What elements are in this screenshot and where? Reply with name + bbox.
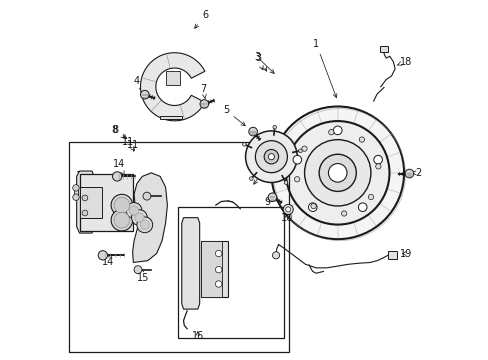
Text: 6: 6	[194, 10, 208, 28]
Circle shape	[264, 149, 278, 164]
Circle shape	[82, 210, 88, 216]
Text: 3: 3	[254, 52, 263, 70]
Text: 16: 16	[191, 331, 203, 341]
Circle shape	[215, 281, 222, 287]
Circle shape	[268, 154, 274, 160]
Circle shape	[298, 149, 302, 153]
Circle shape	[373, 156, 382, 164]
Polygon shape	[379, 45, 387, 51]
Text: 17: 17	[181, 275, 193, 292]
Circle shape	[98, 251, 107, 260]
Bar	[80, 187, 102, 218]
Text: 8: 8	[112, 125, 125, 138]
Bar	[201, 241, 228, 297]
Circle shape	[242, 143, 245, 146]
Circle shape	[137, 217, 152, 233]
Circle shape	[135, 213, 144, 222]
Text: 3: 3	[255, 53, 266, 71]
Text: 15: 15	[150, 179, 163, 194]
Circle shape	[142, 192, 151, 200]
Circle shape	[308, 203, 316, 211]
FancyBboxPatch shape	[80, 174, 133, 231]
Bar	[165, 71, 180, 85]
Text: 13: 13	[76, 171, 88, 185]
Polygon shape	[387, 251, 396, 259]
Polygon shape	[160, 116, 182, 119]
Circle shape	[111, 210, 132, 231]
Circle shape	[249, 177, 253, 180]
Circle shape	[73, 185, 79, 191]
Circle shape	[310, 203, 316, 209]
Circle shape	[140, 220, 149, 229]
Text: 11: 11	[127, 140, 139, 150]
Circle shape	[126, 203, 142, 219]
Circle shape	[285, 207, 290, 212]
Circle shape	[73, 194, 79, 201]
Bar	[201, 241, 222, 297]
Circle shape	[114, 197, 129, 213]
Polygon shape	[182, 218, 199, 309]
Circle shape	[341, 211, 346, 216]
Circle shape	[215, 266, 222, 273]
Bar	[178, 207, 284, 338]
Circle shape	[248, 127, 257, 136]
Circle shape	[358, 203, 366, 211]
Circle shape	[359, 137, 364, 142]
Circle shape	[283, 204, 293, 215]
Polygon shape	[77, 171, 94, 233]
Circle shape	[294, 177, 299, 182]
Text: 15: 15	[137, 269, 149, 283]
Circle shape	[304, 140, 370, 206]
Circle shape	[134, 266, 142, 274]
Circle shape	[112, 172, 122, 181]
Circle shape	[405, 169, 413, 178]
Bar	[69, 142, 289, 352]
Text: 14: 14	[102, 254, 114, 267]
Polygon shape	[132, 173, 167, 262]
Circle shape	[375, 164, 380, 169]
Circle shape	[267, 193, 276, 202]
Circle shape	[111, 194, 132, 216]
Circle shape	[292, 156, 301, 164]
Bar	[74, 189, 78, 195]
Circle shape	[284, 181, 287, 184]
Circle shape	[272, 125, 276, 129]
Circle shape	[333, 126, 341, 135]
Circle shape	[328, 163, 346, 182]
Text: 19: 19	[399, 248, 411, 258]
Text: 14: 14	[113, 159, 125, 175]
Circle shape	[131, 210, 147, 226]
Circle shape	[301, 146, 306, 151]
Circle shape	[255, 141, 287, 173]
Text: 7: 7	[200, 84, 206, 99]
Text: 9: 9	[264, 197, 270, 207]
Circle shape	[245, 131, 297, 183]
Circle shape	[328, 130, 333, 135]
Text: 4: 4	[134, 76, 143, 91]
Text: 5: 5	[222, 105, 245, 126]
Text: 12: 12	[82, 195, 95, 210]
Circle shape	[319, 154, 356, 192]
Circle shape	[200, 100, 208, 108]
Circle shape	[271, 107, 403, 239]
Text: 8: 8	[111, 125, 126, 139]
Text: 10: 10	[280, 213, 292, 222]
Polygon shape	[140, 53, 204, 121]
Circle shape	[140, 90, 149, 99]
Text: 2: 2	[411, 168, 421, 178]
Circle shape	[129, 206, 139, 215]
Circle shape	[367, 194, 373, 200]
Text: 11: 11	[122, 138, 134, 150]
Circle shape	[272, 252, 279, 259]
Circle shape	[215, 250, 222, 257]
Text: 1: 1	[312, 39, 336, 98]
Text: 18: 18	[396, 57, 411, 67]
Circle shape	[114, 212, 129, 228]
Circle shape	[82, 195, 88, 201]
Text: 17: 17	[253, 164, 270, 184]
Circle shape	[285, 121, 388, 225]
